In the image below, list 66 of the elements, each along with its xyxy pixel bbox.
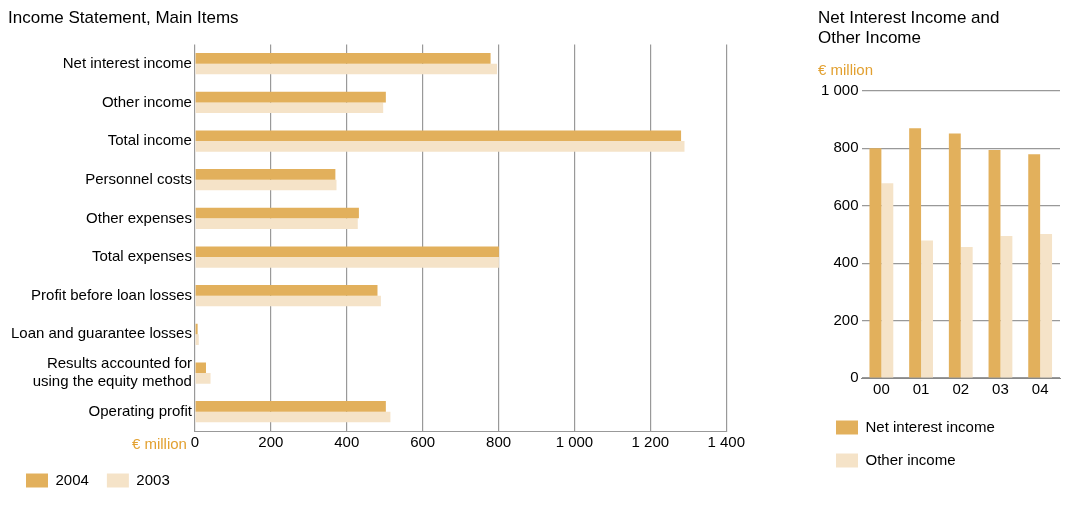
legend-label: 2004 — [55, 470, 89, 488]
bar — [195, 285, 378, 296]
bar — [881, 183, 894, 378]
chart-title: Income Statement, Main Items — [8, 7, 239, 27]
chart-title: Net Interest Income and Other Income — [818, 7, 1000, 48]
bar — [195, 169, 336, 180]
legend-label: Other income — [865, 450, 956, 468]
y-tick-label: 400 — [833, 253, 859, 271]
bar — [195, 130, 682, 142]
bar — [195, 102, 384, 114]
x-tick-label: 02 — [952, 380, 970, 398]
x-tick-label: 200 — [258, 433, 284, 451]
y-tick-label: 800 — [833, 138, 859, 156]
bar — [195, 91, 386, 103]
y-tick-label: Personnel costs — [85, 169, 192, 187]
bar — [869, 148, 882, 378]
bar — [195, 179, 337, 191]
y-tick-label: Net interest income — [62, 53, 192, 71]
bar — [988, 149, 1001, 378]
bar — [195, 362, 206, 374]
x-tick-label: 01 — [912, 380, 930, 398]
y-tick-label: Profit before loan losses — [31, 285, 192, 303]
x-tick-label: 00 — [873, 380, 890, 398]
x-tick-label: 1 200 — [631, 433, 670, 451]
legend-label: 2003 — [136, 470, 170, 488]
y-tick-label: 600 — [833, 195, 859, 213]
x-tick-label: 400 — [334, 433, 360, 451]
bar — [960, 247, 973, 378]
bar — [195, 246, 499, 258]
y-tick-label: Results accounted for using the equity method — [32, 354, 192, 390]
bar — [909, 128, 922, 378]
y-tick-label: 1 000 — [820, 80, 859, 98]
x-tick-label: 800 — [486, 433, 512, 451]
y-axis-title: € million — [818, 61, 874, 79]
x-axis-title: € million — [131, 435, 187, 453]
y-tick-label: 0 — [850, 368, 859, 386]
bar — [195, 53, 491, 64]
bar — [1040, 234, 1053, 378]
x-tick-label: 1 000 — [555, 433, 594, 451]
bar — [195, 323, 198, 335]
legend-label: Net interest income — [865, 417, 995, 435]
bar — [1000, 236, 1013, 378]
bar — [195, 334, 199, 345]
bar — [195, 401, 386, 412]
bar — [195, 207, 359, 219]
bar — [948, 133, 961, 378]
y-tick-label: Operating profit — [88, 401, 193, 419]
y-tick-label: 200 — [833, 310, 859, 328]
y-tick-label: Loan and guarantee losses — [10, 324, 192, 342]
bar — [195, 141, 685, 152]
x-tick-label: 600 — [410, 433, 436, 451]
bar — [195, 257, 499, 268]
x-tick-label: 04 — [1031, 380, 1049, 398]
bar — [195, 373, 211, 384]
bar — [195, 295, 381, 307]
bar — [195, 218, 358, 229]
x-tick-label: 1 400 — [707, 433, 746, 451]
x-tick-label: 03 — [992, 380, 1009, 398]
y-tick-label: Total expenses — [91, 247, 192, 265]
bar — [195, 411, 391, 423]
bar — [921, 240, 933, 378]
y-tick-label: Total income — [107, 131, 192, 149]
bar — [1028, 154, 1041, 378]
y-tick-label: Other income — [101, 92, 192, 110]
bar — [195, 63, 498, 75]
y-tick-label: Other expenses — [86, 208, 192, 226]
